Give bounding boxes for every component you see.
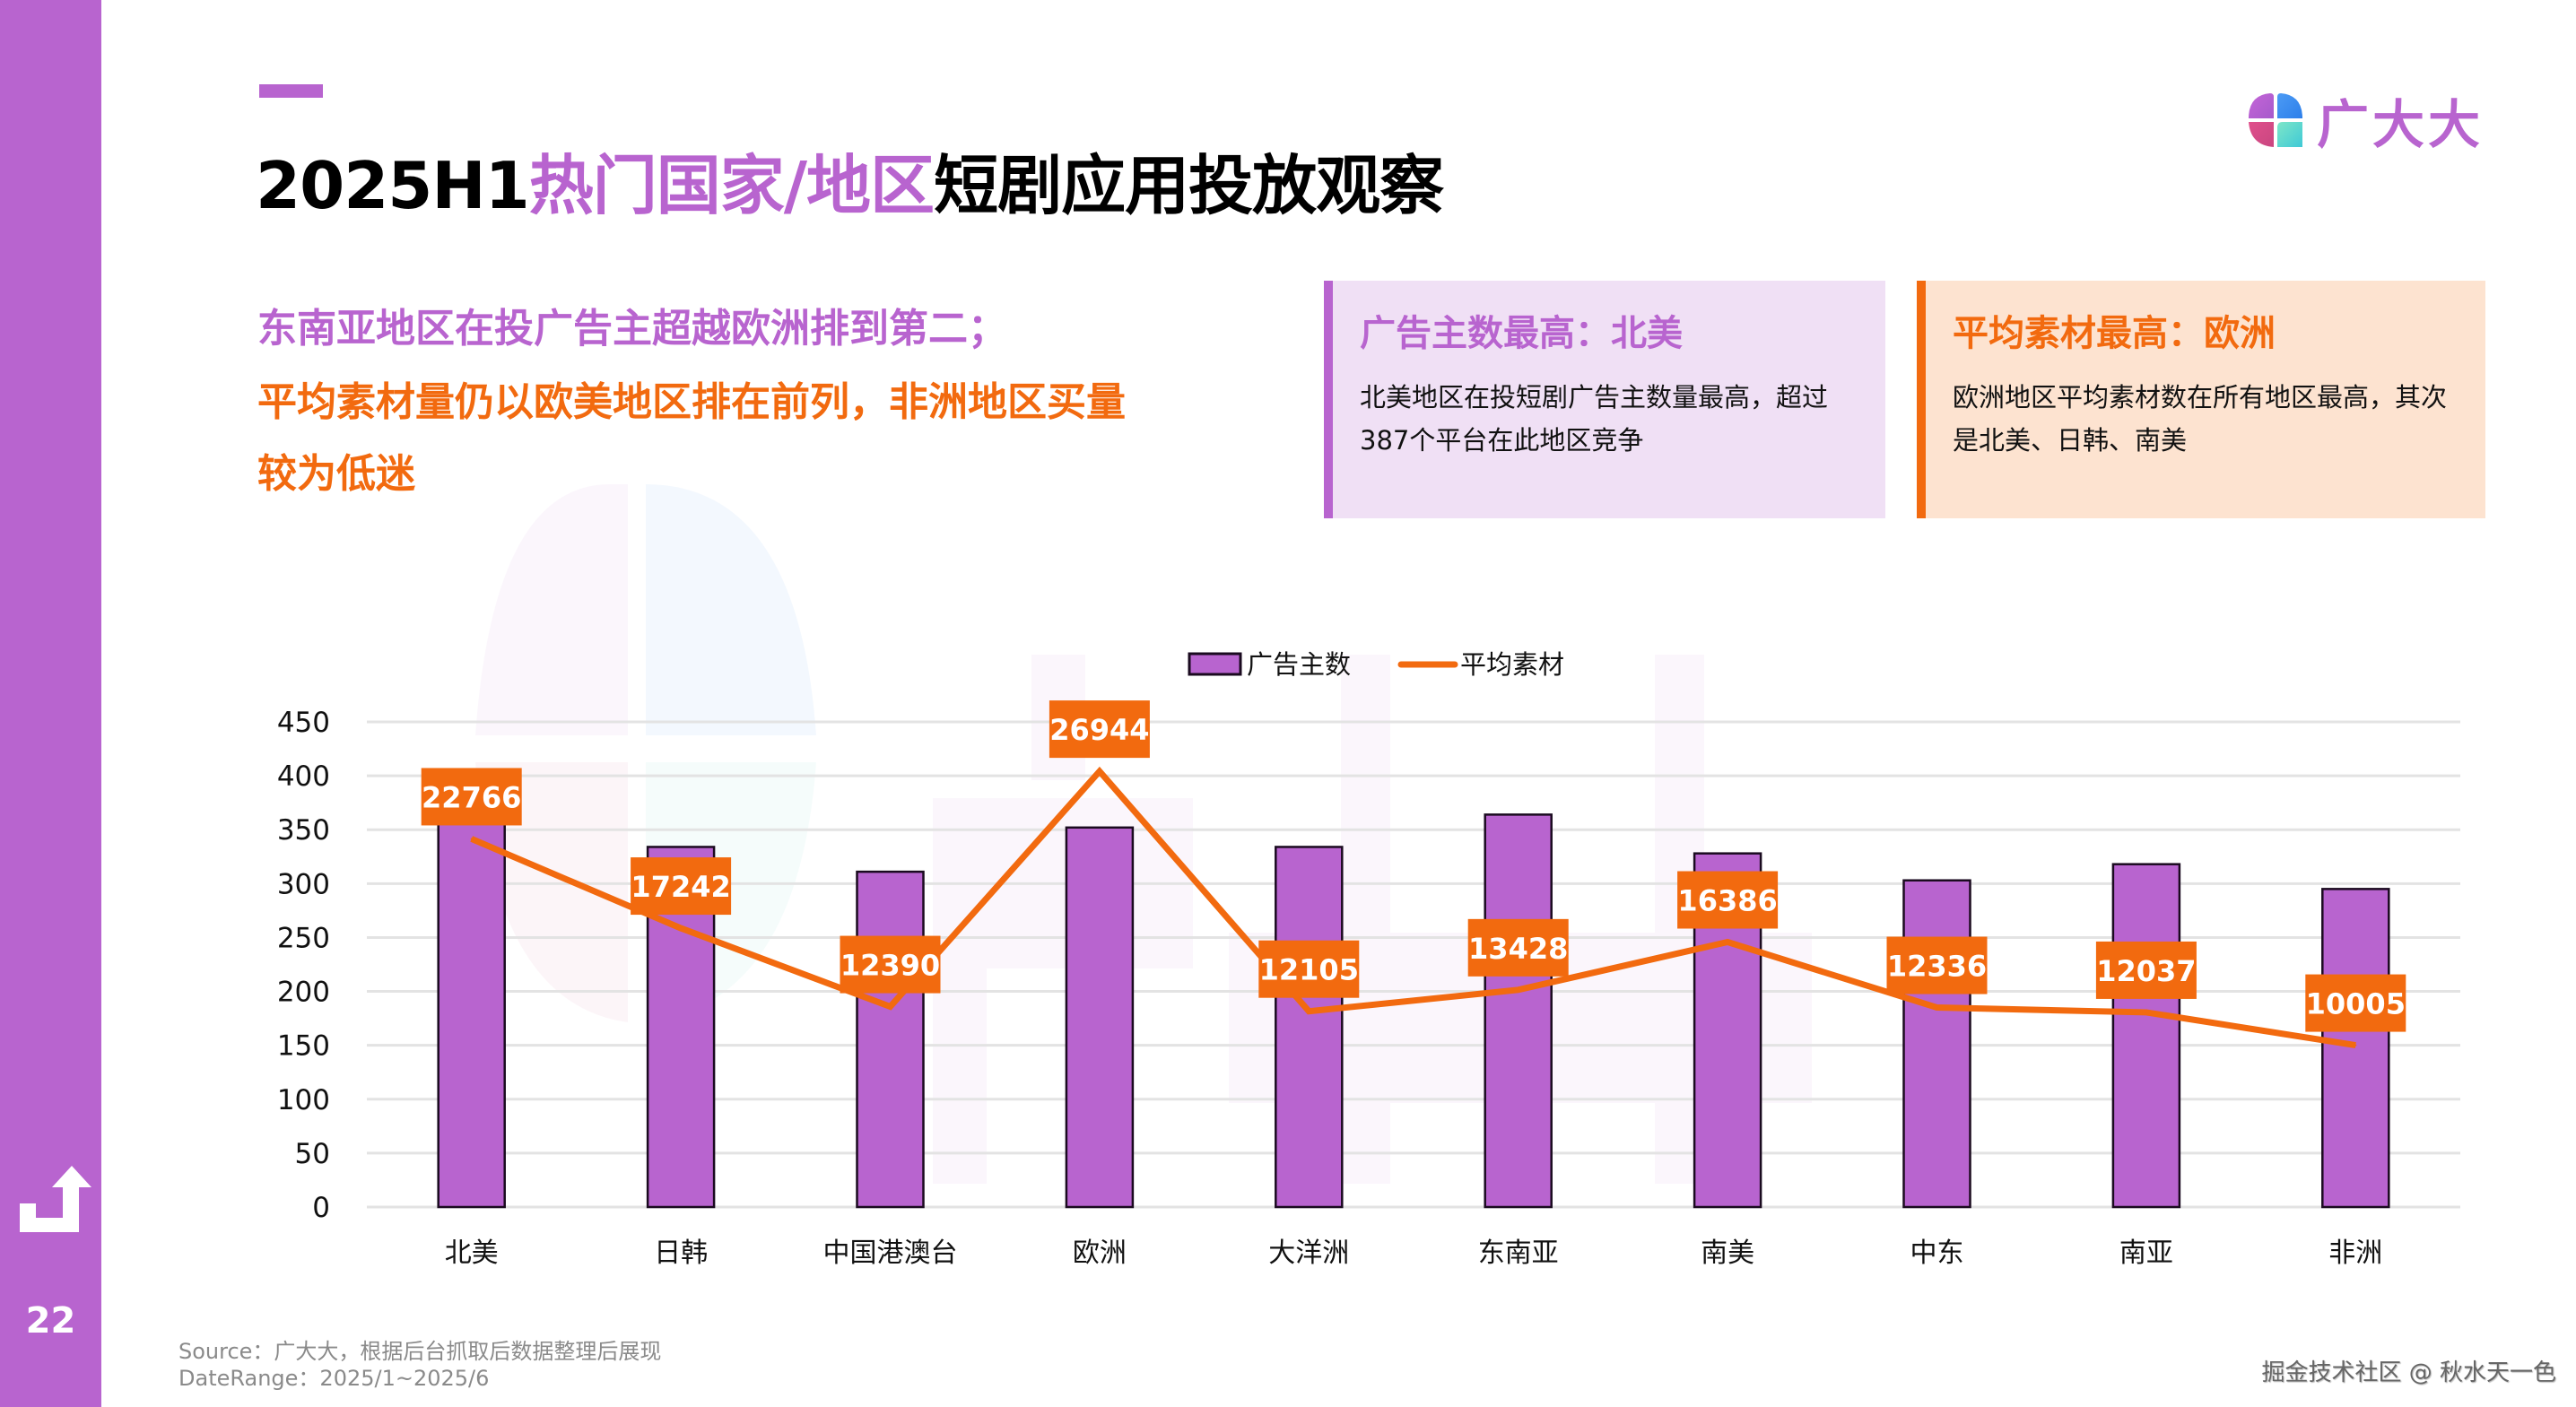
summary-line-3: 较为低迷 <box>257 451 415 497</box>
data-label: 12037 <box>2096 954 2196 988</box>
x-tick-label: 日韩 <box>654 1238 708 1269</box>
data-label: 17242 <box>631 870 730 904</box>
page-number: 22 <box>25 1300 76 1342</box>
line-point <box>2145 1011 2147 1013</box>
line-point <box>889 1005 892 1008</box>
y-tick-label: 450 <box>277 707 330 739</box>
line-point <box>1517 988 1519 991</box>
brand-logo-icon <box>2249 93 2302 147</box>
bar-中东 <box>1902 879 1971 1209</box>
insight-card-title: 平均素材最高：欧洲 <box>1953 313 2276 354</box>
x-tick-label: 北美 <box>445 1238 499 1269</box>
data-label: 16386 <box>1677 884 1777 918</box>
bar-中国港澳台 <box>856 870 925 1209</box>
data-label-box <box>1467 918 1569 977</box>
avg-creatives-line <box>470 766 2356 1049</box>
y-tick-label: 300 <box>277 868 330 900</box>
bar-非洲 <box>2321 888 2390 1209</box>
return-arrow-icon[interactable] <box>20 1166 91 1238</box>
data-label-box <box>1049 700 1150 759</box>
title-part-topic: 短剧应用投放观察 <box>934 148 1444 223</box>
data-label: 22766 <box>422 780 521 814</box>
brand-name: 广大大 <box>2317 94 2485 155</box>
data-label-box <box>840 935 941 994</box>
line-point <box>470 838 473 840</box>
data-label-box <box>2305 974 2406 1032</box>
data-label: 12390 <box>840 949 940 983</box>
line-point <box>1727 941 1729 943</box>
bar-北美 <box>437 788 506 1209</box>
line-point <box>1308 1010 1310 1012</box>
line-point <box>1098 770 1101 773</box>
insight-card-title: 广告主数最高：北美 <box>1360 313 1683 354</box>
title-part-region: 热门国家/地区 <box>528 148 935 223</box>
line-point <box>1936 1006 1938 1009</box>
data-label-box <box>421 768 522 826</box>
data-label: 26944 <box>1049 713 1149 747</box>
bar-大洋洲 <box>1275 846 1344 1209</box>
line-point <box>2354 1044 2357 1047</box>
y-tick-label: 350 <box>277 814 330 847</box>
insight-card-body: 欧洲地区平均素材数在所有地区最高，其次是北美、日韩、南美 <box>1953 382 2448 456</box>
date-range-note: DateRange：2025/1~2025/6 <box>178 1366 490 1391</box>
legend-label-avg-creatives: 平均素材 <box>1460 649 1564 680</box>
data-label: 10005 <box>2306 987 2406 1021</box>
source-note: Source：广大大，根据后台抓取后数据整理后展现 <box>178 1339 662 1364</box>
x-tick-label: 中东 <box>1910 1238 1964 1269</box>
insight-card-creatives: 平均素材最高：欧洲 欧洲地区平均素材数在所有地区最高，其次是北美、日韩、南美 <box>1917 281 2485 518</box>
footer-notes: Source：广大大，根据后台抓取后数据整理后展现 DateRange：2025… <box>178 1338 661 1392</box>
bar-欧洲 <box>1065 826 1135 1209</box>
x-tick-label: 东南亚 <box>1478 1238 1559 1269</box>
y-tick-label: 150 <box>277 1030 330 1063</box>
title-accent-bar <box>259 84 323 98</box>
data-label: 12336 <box>1887 950 1987 984</box>
data-label-box <box>1258 940 1360 998</box>
x-tick-label: 中国港澳台 <box>823 1238 958 1269</box>
x-tick-label: 南美 <box>1701 1238 1754 1269</box>
summary-line-2: 平均素材量仍以欧美地区排在前列，非洲地区买量 <box>257 379 1126 425</box>
credit-watermark: 掘金技术社区 @ 秋水天一色 <box>2261 1359 2556 1386</box>
data-label-box <box>2095 941 2197 999</box>
insight-card-body: 北美地区在投短剧广告主数量最高，超过387个平台在此地区竞争 <box>1360 382 1829 456</box>
x-tick-label: 南亚 <box>2119 1238 2173 1269</box>
y-tick-label: 250 <box>277 922 330 954</box>
page-title: 2025H1热门国家/地区短剧应用投放观察 <box>256 133 1444 227</box>
title-part-year: 2025H1 <box>256 148 530 223</box>
bar-南亚 <box>2111 863 2181 1209</box>
sidebar: 22 <box>0 0 101 1407</box>
brand-logo: 广大大 <box>2247 88 2484 155</box>
legend-swatch-bar <box>1188 652 1242 676</box>
x-tick-label: 大洋洲 <box>1268 1238 1349 1269</box>
data-label: 13428 <box>1468 932 1568 966</box>
data-label-box <box>631 857 732 916</box>
legend-label-advertisers: 广告主数 <box>1247 649 1351 680</box>
y-tick-label: 100 <box>277 1084 330 1116</box>
data-label-box <box>1677 871 1779 929</box>
x-tick-label: 非洲 <box>2328 1238 2382 1269</box>
y-tick-label: 50 <box>295 1138 330 1170</box>
line-point <box>680 927 683 930</box>
y-tick-label: 0 <box>312 1192 330 1224</box>
y-tick-label: 200 <box>277 977 330 1009</box>
insight-card-advertisers: 广告主数最高：北美 北美地区在投短剧广告主数量最高，超过387个平台在此地区竞争 <box>1324 281 1885 518</box>
data-label-box <box>1886 936 1988 994</box>
data-label: 12105 <box>1259 953 1359 987</box>
summary-line-1: 东南亚地区在投广告主超越欧洲排到第二； <box>257 306 1007 352</box>
x-tick-label: 欧洲 <box>1073 1238 1127 1269</box>
bar-东南亚 <box>1484 813 1553 1209</box>
y-tick-label: 400 <box>277 760 330 793</box>
